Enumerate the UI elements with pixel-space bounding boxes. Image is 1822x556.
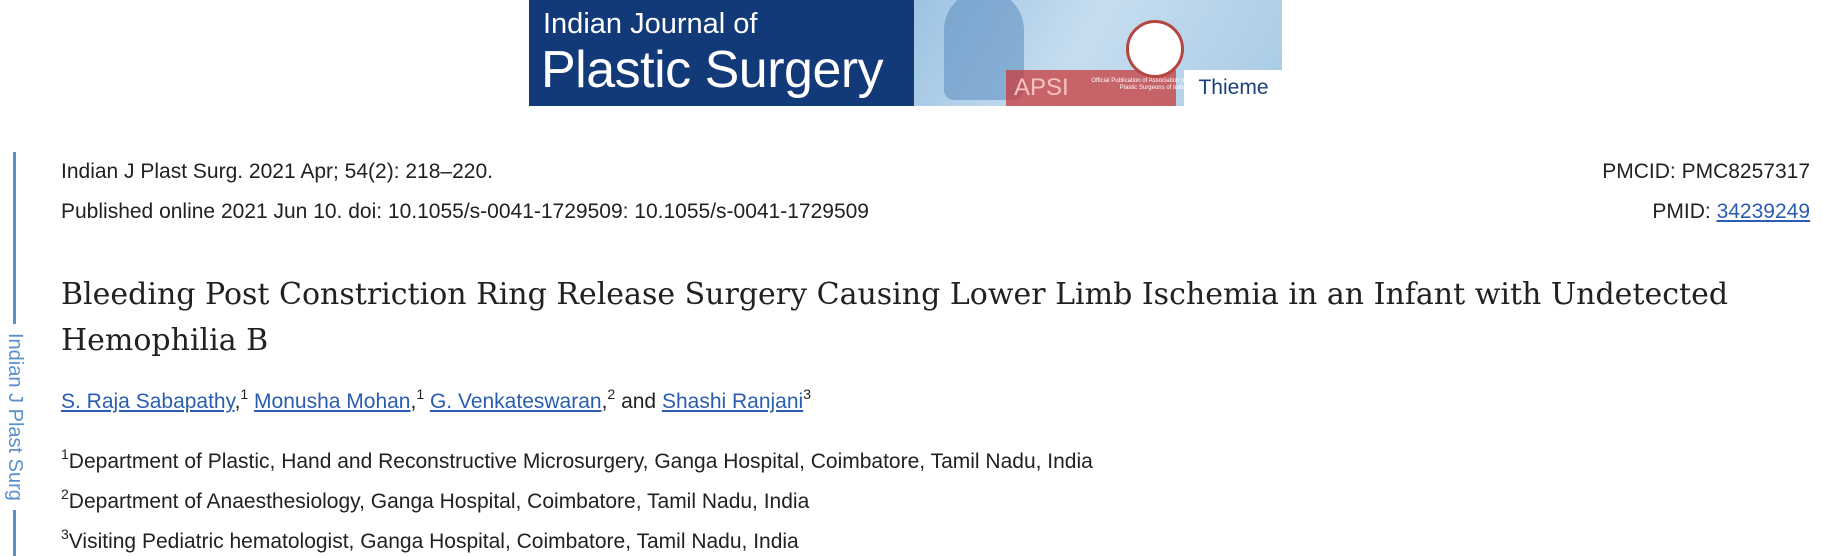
society-seal	[1126, 20, 1184, 78]
affiliation: 1Department of Plastic, Hand and Reconst…	[61, 447, 1093, 474]
pmid-label: PMID:	[1652, 200, 1711, 223]
pmid-link[interactable]: 34239249	[1716, 200, 1810, 223]
affiliation: 3Visiting Pediatric hematologist, Ganga …	[61, 527, 799, 554]
journal-banner[interactable]: Indian Journal of Plastic Surgery APSI O…	[529, 0, 1282, 106]
article-title: Bleeding Post Constriction Ring Release …	[61, 277, 1729, 358]
seal-caption: Official Publication of Association of P…	[1091, 78, 1186, 91]
author-affiliation-mark: 2	[607, 386, 616, 402]
author-link[interactable]: S. Raja Sabapathy	[61, 390, 235, 413]
affiliation-mark: 2	[61, 486, 69, 502]
side-journal-label: Indian J Plast Surg	[4, 333, 26, 501]
pmcid: PMCID: PMC8257317	[1602, 160, 1810, 184]
citation: Indian J Plast Surg. 2021 Apr; 54(2): 21…	[61, 160, 493, 183]
side-rule	[13, 152, 16, 324]
author-list: S. Raja Sabapathy,1 Monusha Mohan,1 G. V…	[61, 387, 811, 414]
author-link[interactable]: Shashi Ranjani	[661, 390, 804, 413]
banner-art: APSI Official Publication of Association…	[914, 0, 1282, 106]
publisher-logo: Thieme	[1184, 70, 1282, 106]
pmid: PMID: 34239249	[1652, 200, 1810, 224]
author-affiliation-mark: 1	[416, 386, 425, 402]
affiliation-mark: 3	[61, 526, 69, 542]
author-affiliation-mark: 3	[803, 386, 812, 402]
author-affiliation-mark: 1	[240, 386, 249, 402]
author-separator: ,	[601, 390, 608, 413]
pmcid-label: PMCID:	[1602, 160, 1676, 183]
journal-name-line2: Plastic Surgery	[541, 41, 884, 99]
author-separator: ,	[234, 390, 241, 413]
affiliation-mark: 1	[61, 446, 69, 462]
author-link[interactable]: Monusha Mohan	[254, 390, 411, 413]
affiliation-text: Visiting Pediatric hematologist, Ganga H…	[68, 530, 799, 553]
journal-name-line1: Indian Journal of	[543, 8, 758, 40]
affiliation-text: Department of Anaesthesiology, Ganga Hos…	[68, 490, 810, 513]
banner-title-block: Indian Journal of Plastic Surgery	[529, 0, 914, 106]
affiliation-text: Department of Plastic, Hand and Reconstr…	[68, 450, 1093, 473]
society-name: APSI	[1014, 74, 1069, 101]
published-line: Published online 2021 Jun 10. doi: 10.10…	[61, 200, 869, 223]
affiliation: 2Department of Anaesthesiology, Ganga Ho…	[61, 487, 810, 514]
side-rule	[13, 510, 16, 556]
author-separator: ,	[410, 390, 417, 413]
pmcid-value: PMC8257317	[1681, 160, 1810, 183]
conjunction: and	[621, 390, 657, 413]
author-link[interactable]: G. Venkateswaran	[429, 390, 602, 413]
